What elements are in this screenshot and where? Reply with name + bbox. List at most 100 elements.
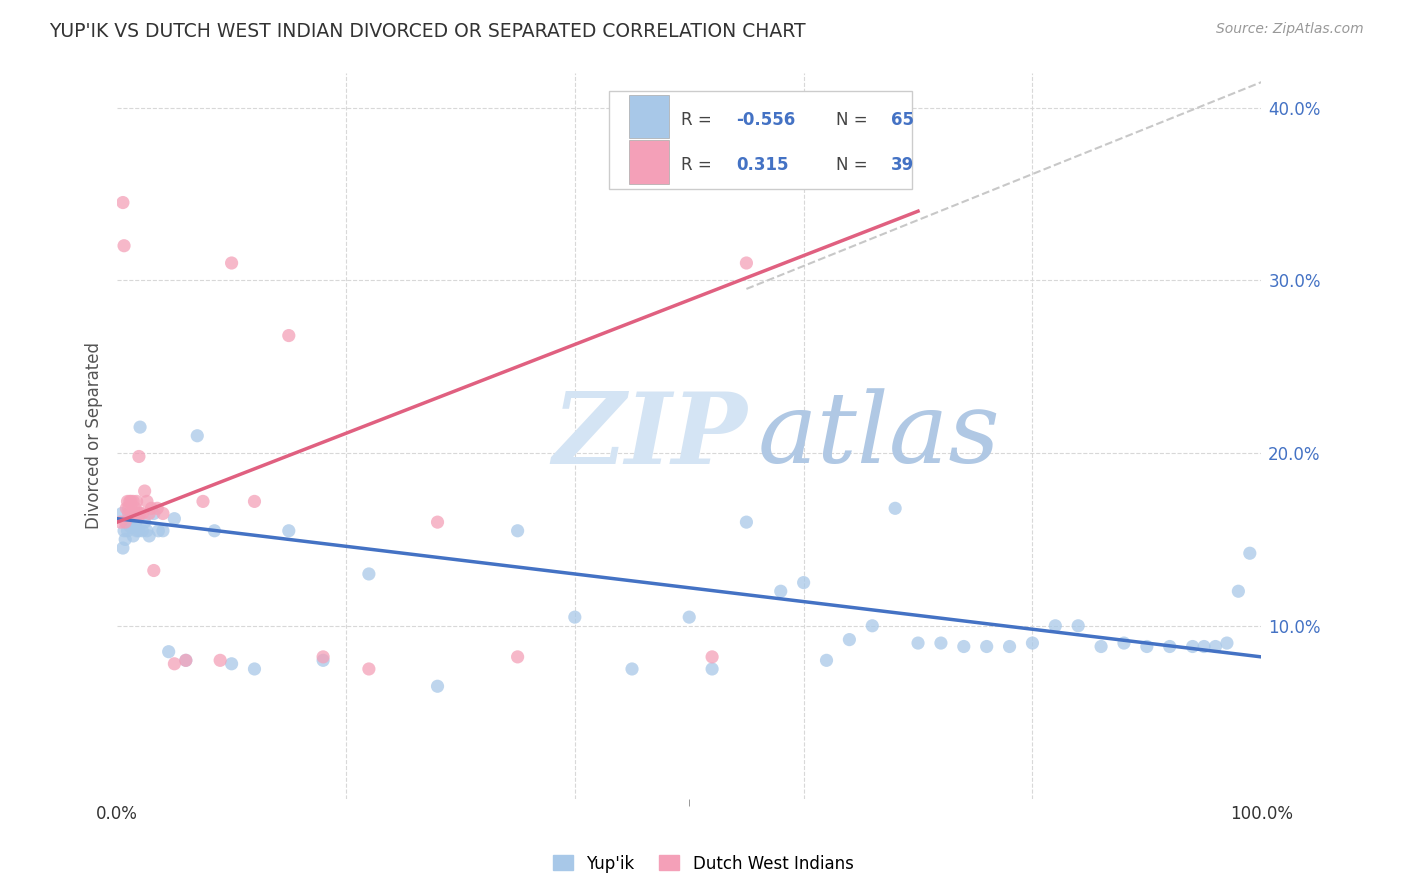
Point — [127, 507, 149, 521]
Point — [157, 645, 180, 659]
Text: 39: 39 — [890, 156, 914, 175]
Point — [1159, 640, 1181, 654]
Point — [117, 507, 139, 521]
Point — [678, 610, 700, 624]
Text: -0.556: -0.556 — [737, 112, 796, 129]
Point — [120, 494, 142, 508]
Point — [114, 533, 136, 547]
Text: R =: R = — [682, 112, 717, 129]
Point — [243, 494, 266, 508]
Point — [121, 510, 143, 524]
Point — [312, 653, 335, 667]
FancyBboxPatch shape — [628, 95, 669, 138]
Legend: Yup'ik, Dutch West Indians: Yup'ik, Dutch West Indians — [546, 848, 860, 880]
Point — [142, 564, 165, 578]
Text: 0.315: 0.315 — [737, 156, 789, 175]
Point — [117, 524, 139, 538]
Point — [115, 501, 138, 516]
Point — [907, 636, 929, 650]
Point — [124, 507, 146, 521]
Point — [112, 238, 135, 252]
Point — [700, 649, 723, 664]
Point — [131, 507, 153, 521]
Point — [312, 649, 335, 664]
Point — [148, 524, 170, 538]
Point — [1239, 546, 1261, 560]
Y-axis label: Divorced or Separated: Divorced or Separated — [86, 343, 103, 529]
Point — [124, 518, 146, 533]
Point — [124, 501, 146, 516]
Point — [735, 256, 758, 270]
Point — [138, 529, 160, 543]
Point — [152, 507, 174, 521]
Point — [110, 515, 132, 529]
Point — [125, 524, 148, 538]
Point — [122, 529, 145, 543]
Point — [136, 524, 159, 538]
Point — [277, 328, 299, 343]
Point — [129, 507, 152, 521]
Point — [621, 662, 644, 676]
Point — [174, 653, 197, 667]
Point — [174, 653, 197, 667]
Point — [141, 501, 163, 516]
Point — [204, 524, 226, 538]
Point — [793, 575, 815, 590]
Point — [952, 640, 974, 654]
Point — [134, 483, 156, 498]
Point — [564, 610, 586, 624]
Point — [1090, 640, 1112, 654]
Point — [186, 429, 208, 443]
Point — [221, 657, 243, 671]
Point — [929, 636, 952, 650]
Point — [1021, 636, 1043, 650]
Point — [111, 541, 134, 555]
Text: N =: N = — [835, 156, 873, 175]
Text: atlas: atlas — [758, 388, 1001, 483]
Point — [1227, 584, 1250, 599]
Point — [506, 524, 529, 538]
Point — [838, 632, 860, 647]
Point — [112, 524, 135, 538]
Point — [142, 507, 165, 521]
FancyBboxPatch shape — [609, 91, 912, 189]
Point — [1181, 640, 1204, 654]
Point — [125, 494, 148, 508]
Point — [128, 524, 150, 538]
Point — [117, 494, 139, 508]
Point — [1192, 640, 1215, 654]
Point — [976, 640, 998, 654]
Point — [426, 515, 449, 529]
Point — [815, 653, 838, 667]
Point — [122, 494, 145, 508]
Point — [120, 520, 142, 534]
Point — [136, 494, 159, 508]
Point — [138, 507, 160, 521]
Point — [1112, 636, 1135, 650]
Point — [1136, 640, 1159, 654]
Point — [277, 524, 299, 538]
Point — [121, 507, 143, 521]
Point — [769, 584, 792, 599]
Point — [998, 640, 1021, 654]
Point — [128, 450, 150, 464]
Point — [1216, 636, 1239, 650]
Point — [884, 501, 907, 516]
Text: 65: 65 — [890, 112, 914, 129]
Point — [221, 256, 243, 270]
Text: YUP'IK VS DUTCH WEST INDIAN DIVORCED OR SEPARATED CORRELATION CHART: YUP'IK VS DUTCH WEST INDIAN DIVORCED OR … — [49, 22, 806, 41]
Point — [735, 515, 758, 529]
Point — [163, 511, 186, 525]
Point — [1067, 619, 1090, 633]
Point — [134, 515, 156, 529]
Point — [118, 518, 141, 533]
Point — [357, 566, 380, 581]
Point — [426, 679, 449, 693]
FancyBboxPatch shape — [628, 140, 669, 184]
Point — [146, 501, 169, 516]
Text: Source: ZipAtlas.com: Source: ZipAtlas.com — [1216, 22, 1364, 37]
Text: N =: N = — [835, 112, 873, 129]
Point — [111, 195, 134, 210]
Text: ZIP: ZIP — [553, 387, 747, 484]
Point — [131, 524, 153, 538]
